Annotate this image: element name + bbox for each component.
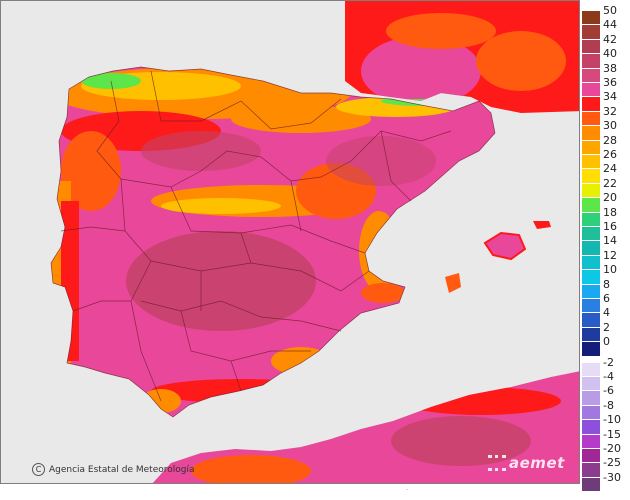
legend-swatch — [582, 53, 600, 68]
legend-tick-label: 50 — [603, 4, 617, 17]
legend-tick-label: 30 — [603, 119, 617, 133]
legend-tick-label: -4 — [603, 370, 614, 383]
legend-swatch — [582, 326, 600, 342]
legend-tick-label: 18 — [603, 205, 617, 219]
legend-swatch — [582, 341, 600, 356]
legend-tick-label: -20 — [603, 442, 621, 455]
temperature-legend: 50 44 42 40 38 36 34 32 30 28 26 24 22 20 18 16 14 12 10 8 6… — [582, 5, 630, 492]
aemet-logo: aemet — [488, 454, 565, 472]
legend-swatch — [582, 254, 600, 270]
legend-swatch — [582, 125, 600, 140]
legend-swatch — [582, 419, 600, 434]
legend-swatch — [582, 82, 600, 97]
legend-tick-label: -25 — [603, 456, 621, 470]
legend-tick-label: 22 — [603, 176, 617, 190]
legend-tick-label: 26 — [603, 148, 617, 161]
legend-swatch — [582, 24, 600, 39]
legend-swatch — [582, 10, 600, 25]
legend-swatch — [582, 462, 600, 477]
logo-wave-icon — [488, 455, 506, 471]
legend-tick-label: 4 — [603, 306, 610, 320]
legend-swatch — [582, 139, 600, 154]
mallorca-island — [483, 231, 527, 261]
legend-swatch — [582, 154, 600, 169]
legend-swatch — [582, 211, 600, 226]
legend-tick-label: 28 — [603, 133, 617, 147]
menorca-island — [533, 221, 551, 229]
ibiza-island — [445, 273, 461, 293]
bottom-mark: · — [406, 486, 409, 494]
legend-color-bar — [582, 10, 600, 492]
legend-tick-label: 20 — [603, 191, 617, 205]
legend-swatch — [582, 110, 600, 126]
legend-tick-label: -10 — [603, 413, 621, 427]
legend-tick-label: 8 — [603, 277, 610, 291]
legend-swatch — [582, 38, 600, 54]
legend-tick-label: 44 — [603, 18, 617, 32]
legend-swatch — [582, 226, 600, 241]
legend-tick-label: 2 — [603, 320, 610, 334]
province-borders — [50, 66, 496, 418]
legend-tick-label: 24 — [603, 162, 617, 176]
legend-swatch — [582, 240, 600, 255]
legend-tick-label: 10 — [603, 263, 617, 277]
legend-swatch — [582, 312, 600, 327]
legend-tick-label: 32 — [603, 104, 617, 118]
legend-swatch — [582, 298, 600, 313]
agency-credit-text: Agencia Estatal de Meteorología — [49, 464, 195, 475]
map-svg — [1, 1, 579, 483]
legend-swatch — [582, 404, 600, 420]
legend-tick-label: 14 — [603, 234, 617, 248]
legend-tick-label: 0 — [603, 335, 610, 349]
legend-swatch — [582, 476, 600, 492]
aemet-logo-text: aemet — [509, 454, 565, 472]
legend-tick-label: -30 — [603, 470, 621, 484]
legend-tick-label: 36 — [603, 76, 617, 89]
copyright-icon: C — [32, 463, 45, 476]
legend-tick-label: 38 — [603, 61, 617, 75]
legend-swatch — [582, 448, 600, 463]
legend-tick-label: -8 — [603, 398, 614, 412]
legend-swatch — [582, 376, 600, 391]
legend-tick-label: -6 — [603, 384, 614, 398]
agency-credit: C Agencia Estatal de Meteorología — [32, 463, 195, 476]
legend-tick-label: 12 — [603, 248, 617, 262]
legend-swatch — [582, 269, 600, 284]
legend-swatch — [582, 67, 600, 82]
legend-tick-label: -2 — [603, 355, 614, 369]
legend-swatch — [582, 197, 600, 212]
legend-swatch — [582, 361, 600, 376]
legend-swatch — [582, 390, 600, 405]
legend-tick-label: 34 — [603, 90, 617, 104]
legend-tick-label: 16 — [603, 220, 617, 233]
legend-swatch — [582, 283, 600, 298]
legend-swatch — [582, 168, 600, 183]
legend-tick-label: 42 — [603, 32, 617, 46]
legend-swatch — [582, 96, 600, 111]
temperature-map[interactable] — [0, 0, 580, 484]
legend-swatch — [582, 182, 600, 198]
legend-tick-label: 6 — [603, 292, 610, 305]
legend-tick-label: 40 — [603, 47, 617, 61]
legend-tick-label: -15 — [603, 427, 621, 441]
legend-swatch — [582, 433, 600, 448]
